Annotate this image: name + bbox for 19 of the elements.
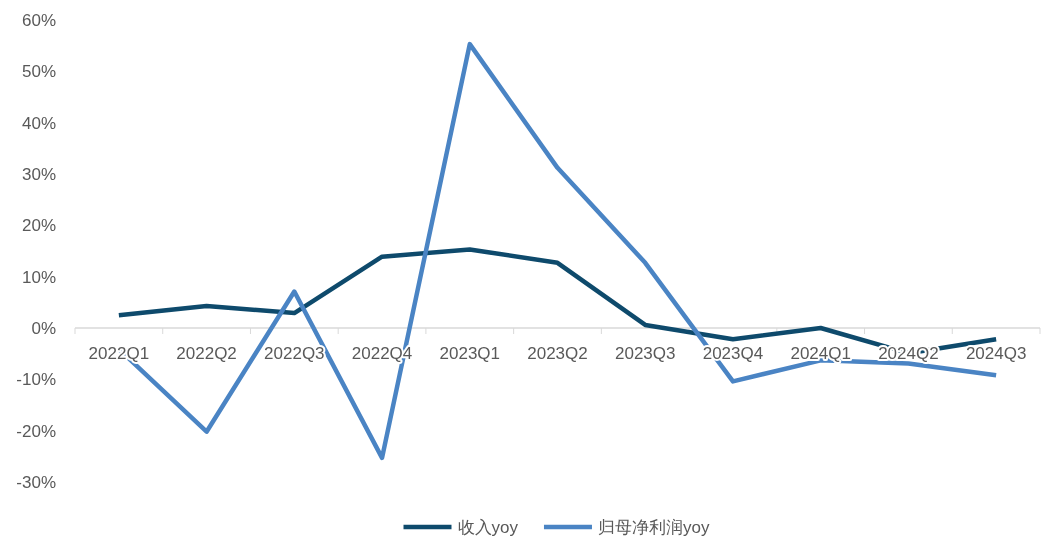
y-tick-label: -20% <box>16 421 56 441</box>
y-tick-label: 60% <box>21 11 56 30</box>
x-tick-label: 2023Q3 <box>614 344 676 363</box>
y-tick-label: 50% <box>21 62 56 82</box>
legend-label: 归母净利润yoy <box>597 518 710 537</box>
y-tick-label: -10% <box>16 370 56 390</box>
x-tick-label: 2024Q1 <box>790 344 851 363</box>
x-tick-label: 2022Q2 <box>176 344 237 363</box>
y-tick-label: 20% <box>21 216 56 236</box>
x-tick-label: 2024Q3 <box>965 344 1027 363</box>
y-tick-label: 40% <box>21 113 56 133</box>
x-tick-label: 2023Q1 <box>439 344 501 363</box>
y-tick-label: 0% <box>31 319 56 338</box>
y-tick-label: -30% <box>16 473 56 492</box>
y-tick-label: 30% <box>21 165 56 184</box>
x-tick-label: 2022Q3 <box>264 344 325 363</box>
x-tick-label: 2023Q2 <box>527 344 588 363</box>
y-tick-label: 10% <box>21 267 56 287</box>
legend-label: 收入yoy <box>457 518 519 537</box>
